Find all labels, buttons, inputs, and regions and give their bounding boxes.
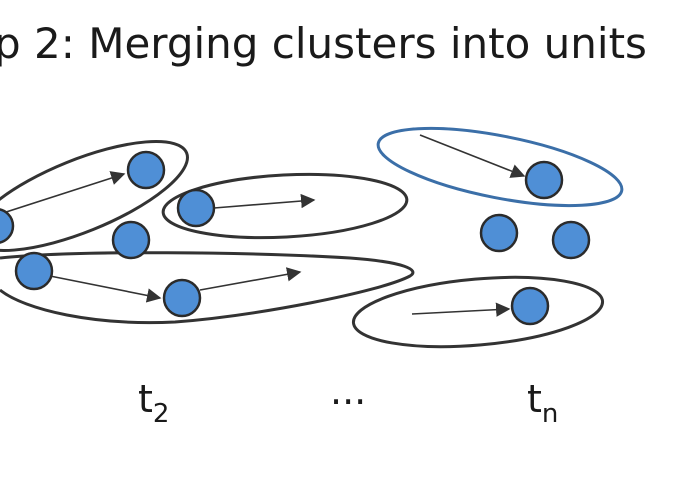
cluster-node xyxy=(176,188,216,228)
cluster-node xyxy=(0,208,15,244)
cluster-node xyxy=(551,220,591,260)
time-label-tn: tn xyxy=(527,377,558,429)
cluster-node xyxy=(479,213,519,253)
arrow-upper-cluster xyxy=(0,171,126,215)
cluster-node xyxy=(14,251,54,291)
cluster-node xyxy=(510,286,550,326)
cluster-ellipse-tn-lower xyxy=(351,275,605,349)
cluster-node xyxy=(126,150,166,190)
arrow-highlighted-cluster xyxy=(419,134,526,178)
cluster-ellipse-t1-upper xyxy=(0,140,189,252)
arrow-group xyxy=(0,134,526,317)
diagram-title: p 2: Merging clusters into units xyxy=(0,19,647,68)
cluster-node xyxy=(111,220,151,260)
arrow-tn-lower-cluster xyxy=(411,302,511,317)
cluster-ellipse-lower-merged xyxy=(0,251,415,325)
cluster-node xyxy=(162,278,202,318)
cluster-group xyxy=(0,126,624,349)
cluster-node xyxy=(524,160,564,200)
time-label-t2: t2 xyxy=(138,377,169,429)
arrow-lower-cluster-second xyxy=(199,267,302,291)
node-group xyxy=(0,150,591,326)
cluster-ellipse-t2-middle xyxy=(161,172,409,240)
time-label-ellipsis: ... xyxy=(330,369,366,413)
arrow-lower-cluster-first xyxy=(49,275,162,303)
cluster-ellipse-tn-highlighted xyxy=(376,126,624,208)
arrow-middle-cluster xyxy=(213,193,316,209)
time-axis-labels: t2 ... tn xyxy=(138,369,558,429)
